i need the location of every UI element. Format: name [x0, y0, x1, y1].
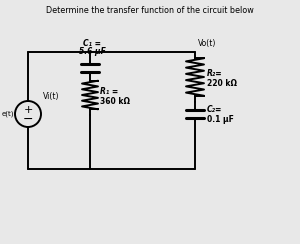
Text: 0.1 μF: 0.1 μF	[207, 115, 234, 124]
Text: R₂=: R₂=	[207, 69, 223, 78]
Text: +: +	[23, 105, 33, 115]
Text: R₁ =: R₁ =	[100, 87, 118, 95]
Text: e(t): e(t)	[2, 111, 14, 117]
Text: Vi(t): Vi(t)	[43, 92, 59, 101]
Text: Determine the transfer function of the circuit below: Determine the transfer function of the c…	[46, 6, 254, 15]
Text: 220 kΩ: 220 kΩ	[207, 79, 237, 88]
Text: Vo(t): Vo(t)	[198, 39, 216, 48]
Text: 5.6 μF: 5.6 μF	[79, 47, 105, 56]
Text: C₂=: C₂=	[207, 105, 222, 114]
Text: 360 kΩ: 360 kΩ	[100, 96, 130, 105]
Text: C₁ =: C₁ =	[83, 39, 101, 48]
Text: −: −	[23, 112, 33, 125]
